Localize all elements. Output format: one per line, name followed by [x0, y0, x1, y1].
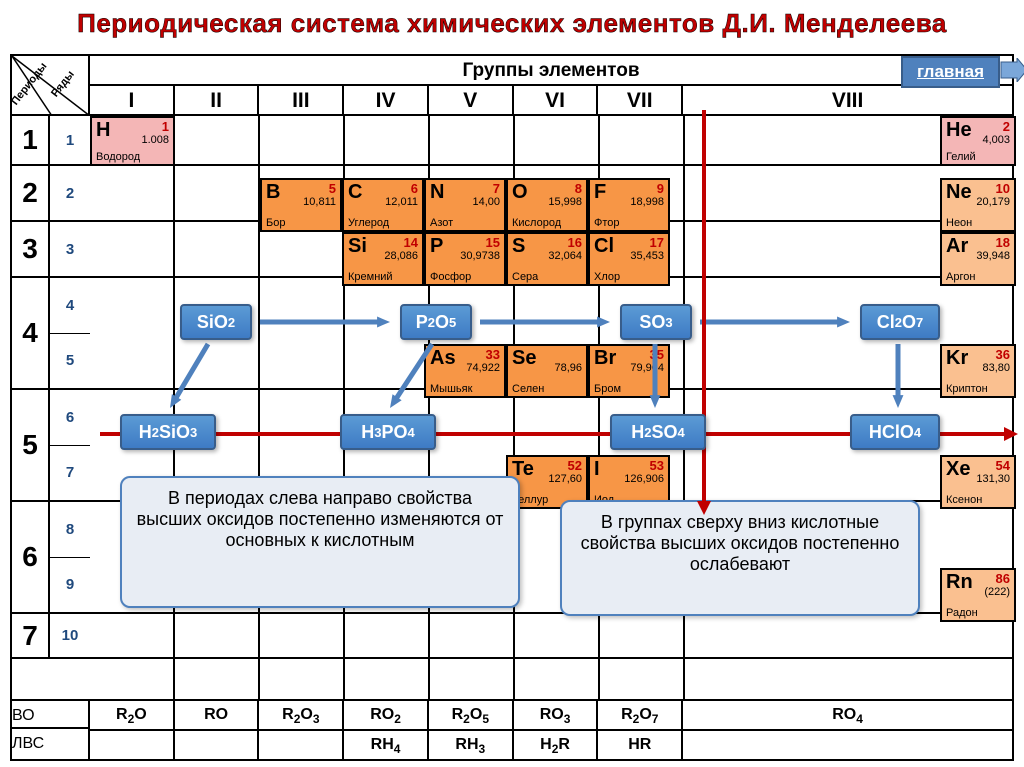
formula-box: H2SiO3	[120, 414, 216, 450]
red-arrow	[696, 110, 712, 515]
lvs-cell: HR	[598, 731, 683, 759]
period-number: 3	[12, 222, 50, 276]
vo-cell: RO3	[514, 701, 599, 729]
group-labels-row: IIIIIIIVVVIVIIVIII	[90, 86, 1012, 116]
flow-arrow	[254, 316, 404, 336]
lvs-cell: RH3	[429, 731, 514, 759]
group-label: V	[429, 86, 514, 114]
group-label: I	[90, 86, 175, 114]
note-box: В периодах слева направо свойства высших…	[120, 476, 520, 608]
element-cell: He24,003Гелий	[940, 116, 1016, 166]
row-number: 1	[50, 116, 90, 164]
vo-cell: R2O	[90, 701, 175, 729]
element-cell: Ar1839,948Аргон	[940, 232, 1016, 286]
formula-box: H2SO4	[610, 414, 706, 450]
element-cell: Si1428,086Кремний	[342, 232, 424, 286]
page-title: Периодическая система химических элемент…	[0, 0, 1024, 47]
row-number: 6	[50, 390, 90, 446]
row-number: 7	[50, 446, 90, 501]
vo-cell: RO2	[344, 701, 429, 729]
element-cell: P1530,9738Фосфор	[424, 232, 506, 286]
element-cell: Se78,96Селен	[506, 344, 588, 398]
formula-box: HClO4	[850, 414, 940, 450]
lvs-cell: H2R	[514, 731, 599, 759]
vo-row: R2OROR2O3RO2R2O5RO3R2O7RO4	[90, 699, 1012, 729]
vo-cell: RO	[175, 701, 260, 729]
element-cell: Ne1020,179Неон	[940, 178, 1016, 232]
element-cell: Xe54131,30Ксенон	[940, 455, 1016, 509]
period-number: 4	[12, 278, 50, 388]
vo-cell: RO4	[683, 701, 1012, 729]
element-cell: F918,998Фтор	[588, 178, 670, 232]
element-cell: Rn86(222)Радон	[940, 568, 1016, 622]
period-number: 7	[12, 614, 50, 657]
vo-label: ВО	[12, 699, 90, 729]
flow-arrow	[474, 316, 624, 336]
period-number: 6	[12, 502, 50, 612]
lvs-row: RH4RH3H2RHR	[90, 729, 1012, 759]
lvs-cell	[175, 731, 260, 759]
row-number: 10	[50, 614, 90, 657]
group-label: VII	[598, 86, 683, 114]
vo-cell: R2O7	[598, 701, 683, 729]
group-label: VI	[514, 86, 599, 114]
lvs-cell	[259, 731, 344, 759]
flow-arrow	[164, 338, 222, 422]
formula-box: Cl2O7	[860, 304, 940, 340]
periodic-grid: Периоды Ряды Группы элементов IIIIIIIVVV…	[10, 54, 1014, 761]
row-number: 9	[50, 558, 90, 613]
nav-arrow-icon[interactable]	[999, 58, 1024, 82]
group-label: II	[175, 86, 260, 114]
note-box: В группах сверху вниз кислотные свойства…	[560, 500, 920, 616]
period-number: 1	[12, 116, 50, 164]
row-number: 5	[50, 334, 90, 389]
row-number: 2	[50, 166, 90, 220]
group-label: IV	[344, 86, 429, 114]
vo-cell: R2O3	[259, 701, 344, 729]
flow-arrow	[892, 338, 912, 422]
flow-arrow	[694, 316, 864, 336]
groups-header: Группы элементов	[90, 56, 1012, 86]
element-cell: C612,011Углерод	[342, 178, 424, 232]
row-number: 8	[50, 502, 90, 558]
element-cell: Kr3683,80Криптон	[940, 344, 1016, 398]
vo-cell: R2O5	[429, 701, 514, 729]
formula-box: SO3	[620, 304, 692, 340]
group-label: III	[259, 86, 344, 114]
flow-arrow	[384, 338, 446, 422]
corner-header: Периоды Ряды	[12, 56, 90, 116]
formula-box: SiO2	[180, 304, 252, 340]
lvs-cell	[683, 731, 1012, 759]
element-cell: O815,998Кислород	[506, 178, 588, 232]
element-cell: N714,00Азот	[424, 178, 506, 232]
lvs-cell: RH4	[344, 731, 429, 759]
element-cell: S1632,064Сера	[506, 232, 588, 286]
main-button[interactable]: главная	[901, 56, 1000, 88]
element-cell: Cl1735,453Хлор	[588, 232, 670, 286]
period-number: 5	[12, 390, 50, 500]
element-cell: H11.008Водород	[90, 116, 175, 166]
lvs-cell	[90, 731, 175, 759]
flow-arrow	[649, 338, 669, 422]
period-number: 2	[12, 166, 50, 220]
lvs-label: ЛВС	[12, 729, 90, 759]
element-cell: B510,811Бор	[260, 178, 342, 232]
group-label: VIII	[683, 86, 1012, 114]
content-area: H11.008ВодородHe24,003ГелийB510,811БорC6…	[90, 116, 1012, 699]
row-number: 4	[50, 278, 90, 334]
formula-box: P2O5	[400, 304, 472, 340]
side-periods: 112233445567689710	[12, 116, 90, 659]
row-number: 3	[50, 222, 90, 276]
formula-box: H3PO4	[340, 414, 436, 450]
